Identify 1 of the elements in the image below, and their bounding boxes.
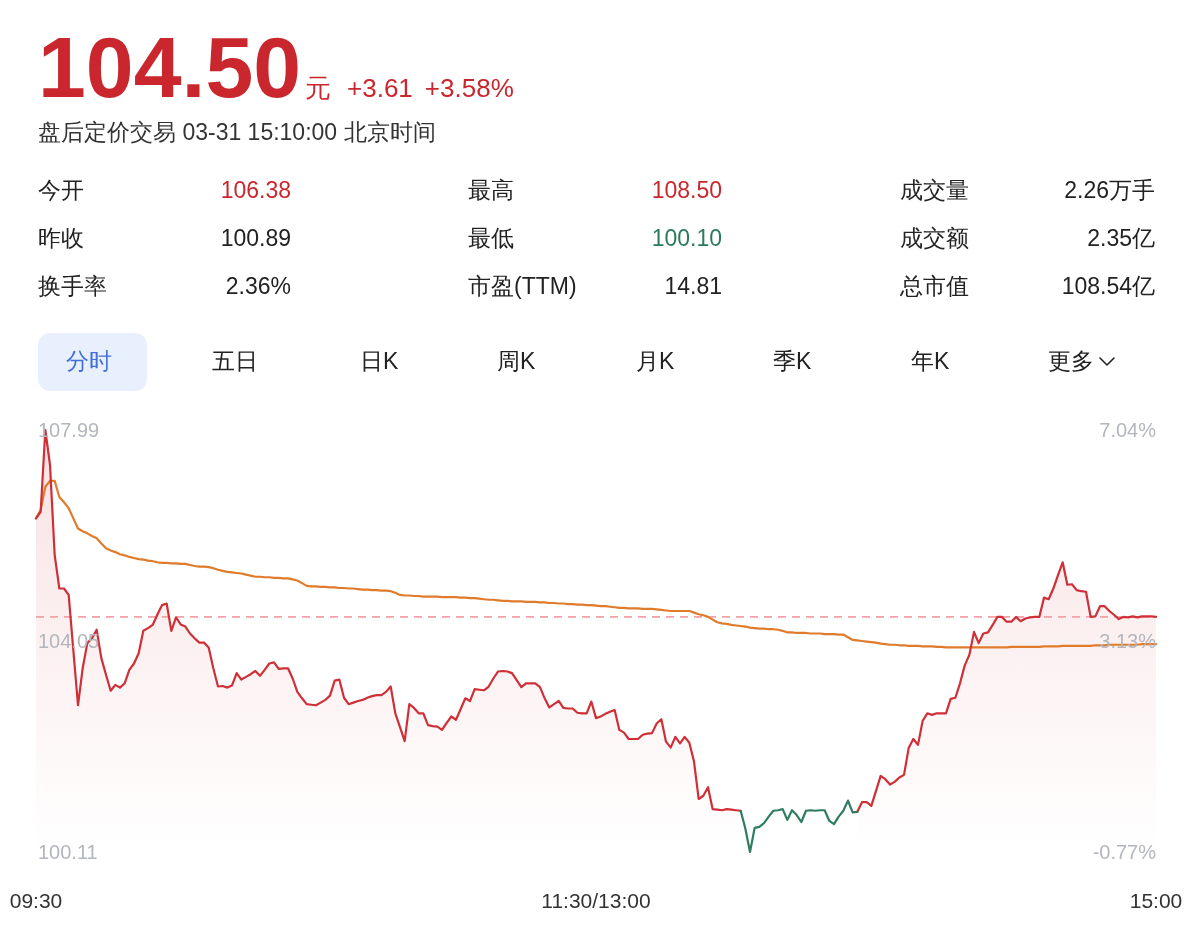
subtitle: 盘后定价交易 03-31 15:10:00 北京时间 [38, 118, 436, 147]
